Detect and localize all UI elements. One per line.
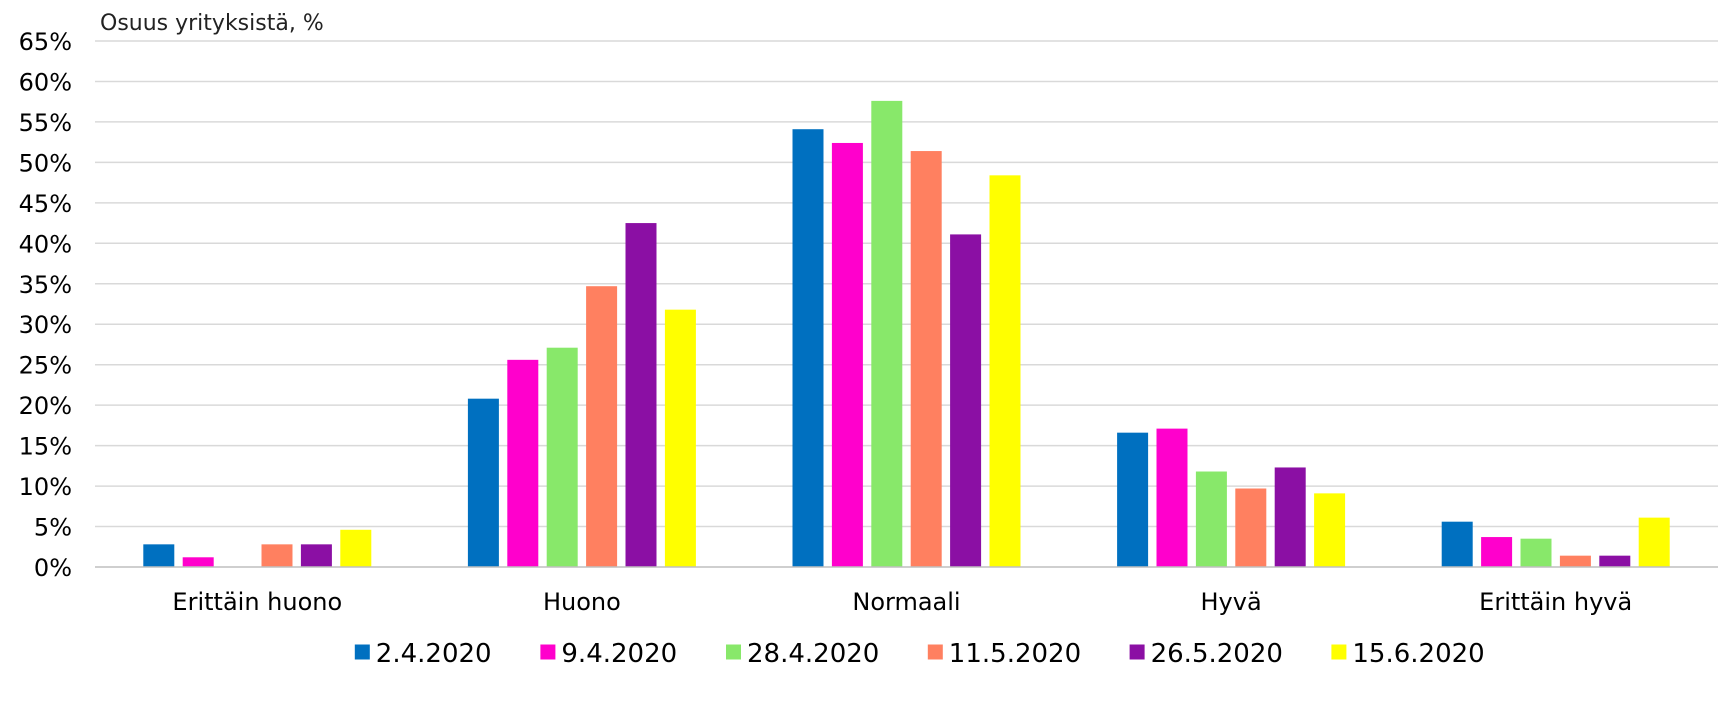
y-axis-label: Osuus yrityksistä, % — [100, 11, 324, 36]
bar — [1599, 555, 1631, 567]
gridlines — [95, 40, 1718, 528]
y-tick-label: 55% — [19, 109, 72, 137]
legend-label: 11.5.2020 — [949, 639, 1081, 669]
legend-item: 26.5.2020 — [1129, 639, 1283, 669]
bar — [989, 175, 1021, 567]
legend-swatch — [1129, 644, 1145, 660]
bar — [507, 359, 539, 567]
legend-item: 11.5.2020 — [927, 639, 1081, 669]
bar — [1156, 428, 1188, 567]
bar — [467, 398, 499, 567]
bar — [1117, 432, 1149, 567]
category-labels: Erittäin huono Huono Normaali Hyvä Erittäin … — [172, 588, 1632, 616]
y-tick-label: 5% — [34, 514, 72, 542]
legend-swatch — [540, 644, 556, 660]
bar — [950, 234, 982, 567]
y-tick-label: 50% — [19, 149, 72, 177]
bar — [1195, 471, 1227, 567]
x-tick-label: Hyvä — [1201, 588, 1262, 616]
bar — [586, 286, 618, 567]
bar — [1235, 488, 1267, 567]
bar — [546, 347, 578, 567]
bar — [1481, 537, 1513, 567]
legend-item: 28.4.2020 — [726, 639, 879, 669]
legend-item: 2.4.2020 — [354, 639, 492, 669]
bar — [831, 142, 863, 567]
legend-swatch — [1331, 644, 1347, 660]
y-tick-labels: 0% 5% 10% 15% 20% 25% 30% 35% 40% 45% 50% 55% 60% 65% — [19, 28, 72, 582]
legend-label: 2.4.2020 — [376, 639, 492, 669]
y-tick-label: 10% — [19, 473, 72, 501]
bar — [300, 544, 332, 567]
bar — [792, 129, 824, 567]
legend-swatch — [927, 644, 943, 660]
legend-item: 15.6.2020 — [1331, 639, 1485, 669]
legend-item: 9.4.2020 — [540, 639, 677, 669]
bar — [1274, 467, 1306, 567]
y-tick-label: 25% — [19, 352, 72, 380]
bar — [1314, 493, 1346, 567]
x-tick-label: Erittäin huono — [172, 588, 342, 616]
bar — [625, 223, 657, 568]
bar — [910, 151, 942, 567]
bar — [1520, 538, 1552, 567]
legend-swatch — [726, 644, 741, 660]
y-tick-label: 60% — [19, 68, 72, 96]
y-tick-label: 40% — [19, 230, 72, 258]
y-tick-label: 35% — [19, 271, 72, 299]
x-tick-label: Huono — [543, 588, 621, 616]
legend-label: 15.6.2020 — [1352, 639, 1484, 669]
legend: 2.4.2020 9.4.2020 28.4.2020 11.5.2020 26.5.2… — [354, 639, 1485, 669]
bar — [143, 544, 175, 567]
legend-label: 26.5.2020 — [1151, 639, 1283, 669]
y-tick-label: 65% — [19, 28, 72, 56]
bar — [1638, 517, 1670, 567]
legend-swatch — [354, 644, 370, 660]
x-tick-label: Normaali — [852, 588, 960, 616]
bar — [1441, 521, 1473, 567]
y-tick-label: 15% — [19, 433, 72, 461]
legend-label: 28.4.2020 — [747, 639, 879, 669]
bars — [143, 100, 1670, 568]
bar — [664, 309, 696, 567]
y-tick-label: 20% — [19, 392, 72, 420]
bar — [871, 100, 903, 567]
y-tick-label: 0% — [34, 554, 72, 582]
legend-label: 9.4.2020 — [561, 639, 677, 669]
bar — [1559, 555, 1591, 567]
bar — [340, 529, 372, 567]
x-tick-label: Erittäin hyvä — [1479, 588, 1632, 616]
y-tick-label: 30% — [19, 311, 72, 339]
bar — [261, 544, 293, 567]
bar — [182, 557, 214, 567]
y-tick-label: 45% — [19, 190, 72, 218]
